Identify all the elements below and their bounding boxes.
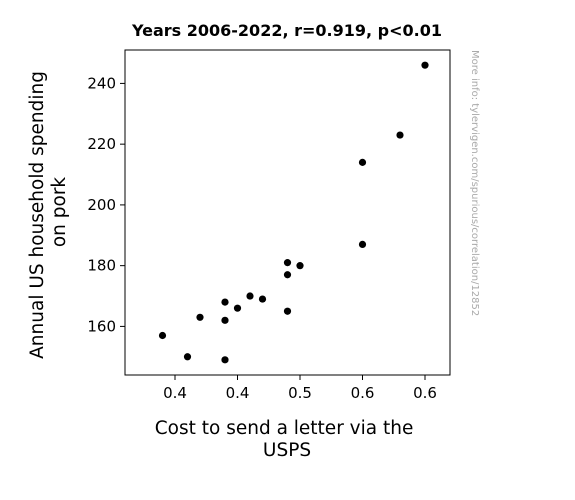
chart-title: Years 2006-2022, r=0.919, p<0.01 (131, 21, 442, 40)
watermark-text: More info: tylervigen.com/spurious/corre… (469, 50, 480, 316)
y-axis-ticks: 160 180 200 220 240 (87, 74, 125, 335)
data-point (221, 356, 229, 364)
y-tick-label: 180 (87, 257, 116, 275)
data-point (358, 240, 367, 248)
x-axis-ticks: 0.4 0.4 0.5 0.6 0.6 (163, 375, 437, 402)
y-axis-label-line-2: on pork (49, 177, 70, 248)
data-point (421, 61, 429, 69)
data-point (233, 304, 242, 312)
data-point (246, 292, 254, 300)
y-axis-label-line-1: Annual US household spending (27, 71, 48, 359)
x-tick-label: 0.6 (413, 384, 437, 402)
data-point (283, 307, 292, 315)
data-point (258, 295, 267, 303)
y-tick-label: 160 (87, 317, 116, 335)
data-point (358, 158, 367, 166)
data-point (283, 259, 292, 267)
x-tick-label: 0.6 (351, 384, 375, 402)
data-point (296, 262, 304, 270)
data-point (221, 316, 229, 324)
y-axis-label: Annual US household spending on pork (27, 65, 70, 359)
data-point (283, 271, 292, 279)
data-point (158, 331, 167, 340)
data-point (221, 298, 229, 306)
x-tick-label: 0.5 (288, 384, 312, 402)
data-point (196, 313, 204, 321)
x-tick-label: 0.4 (163, 384, 187, 402)
data-point (183, 353, 192, 361)
data-point (396, 131, 404, 139)
data-points (158, 61, 429, 364)
plot-area (124, 49, 451, 376)
y-tick-label: 240 (87, 74, 116, 92)
y-tick-label: 200 (87, 196, 116, 214)
x-axis-label-line-1: Cost to send a letter via the (155, 418, 414, 439)
x-axis-label: Cost to send a letter via the USPS (155, 418, 420, 461)
x-axis-label-line-2: USPS (263, 440, 311, 461)
x-tick-label: 0.4 (226, 384, 250, 402)
y-tick-label: 220 (87, 135, 116, 153)
